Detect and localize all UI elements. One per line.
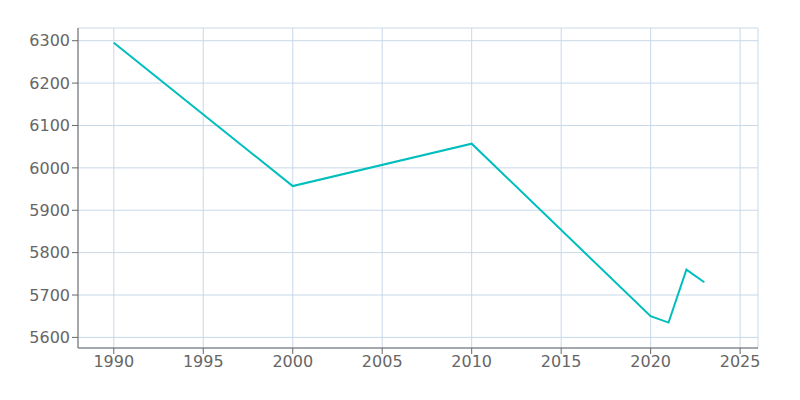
svg-text:6300: 6300	[29, 31, 70, 50]
svg-text:2020: 2020	[630, 352, 671, 371]
svg-text:1995: 1995	[183, 352, 224, 371]
svg-text:5800: 5800	[29, 243, 70, 262]
svg-text:6200: 6200	[29, 74, 70, 93]
svg-text:2025: 2025	[720, 352, 761, 371]
svg-text:2010: 2010	[451, 352, 492, 371]
svg-text:1990: 1990	[93, 352, 134, 371]
svg-text:2005: 2005	[362, 352, 403, 371]
svg-text:5900: 5900	[29, 201, 70, 220]
svg-text:6100: 6100	[29, 116, 70, 135]
svg-text:2000: 2000	[272, 352, 313, 371]
svg-text:5700: 5700	[29, 286, 70, 305]
svg-text:6000: 6000	[29, 159, 70, 178]
svg-text:5600: 5600	[29, 328, 70, 347]
svg-text:2015: 2015	[541, 352, 582, 371]
